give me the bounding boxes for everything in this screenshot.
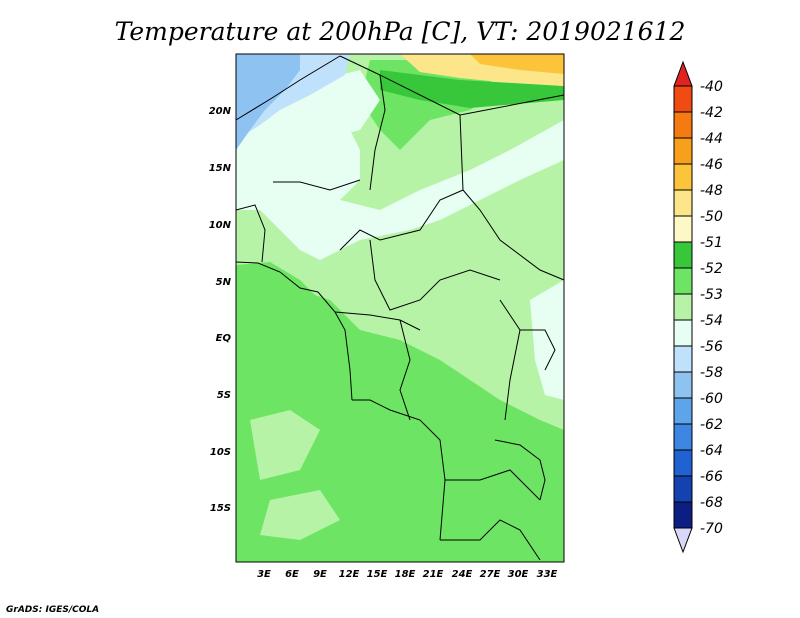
lon-label: 15E — [367, 569, 388, 580]
colorbar-label: -68 — [700, 495, 723, 511]
colorbar-label: -58 — [700, 365, 723, 381]
colorbar-swatch — [673, 137, 693, 165]
colorbar-label: -64 — [700, 443, 723, 459]
colorbar-label: -66 — [700, 469, 723, 485]
lat-label: 15N — [209, 163, 232, 174]
colorbar-label: -44 — [700, 131, 723, 147]
lon-label: 30E — [508, 569, 529, 580]
colorbar-swatch — [673, 501, 693, 529]
temperature-band-minus-54-patch-1 — [250, 410, 320, 480]
colorbar-swatch — [673, 423, 693, 451]
latitude-axis: 20N 15N 10N 5N EQ 5S 10S 15S — [209, 106, 232, 514]
lon-label: 12E — [339, 569, 360, 580]
colorbar-swatch — [673, 189, 693, 217]
colorbar-label: -56 — [700, 339, 723, 355]
colorbar-swatch — [673, 319, 693, 347]
colorbar-swatch — [673, 215, 693, 243]
temperature-band-minus-56-diagonal — [236, 110, 564, 260]
colorbar-swatch — [673, 371, 693, 399]
map-frame — [235, 53, 565, 563]
colorbar-swatch — [673, 267, 693, 295]
colorbar-swatch — [673, 449, 693, 477]
colorbar-swatch — [673, 397, 693, 425]
lat-label: 15S — [210, 503, 231, 514]
colorbar-label: -42 — [700, 105, 723, 121]
colorbar-label: -53 — [700, 287, 723, 303]
lon-label: 6E — [285, 569, 299, 580]
colorbar-label: -40 — [700, 79, 723, 95]
colorbar-swatch — [673, 241, 693, 269]
colorbar-swatch — [673, 163, 693, 191]
country-borders — [235, 55, 565, 561]
lat-label: 10N — [209, 220, 232, 231]
lon-label: 33E — [537, 569, 558, 580]
colorbar: -40 -42 -44 -46 -48 -50 -51 -52 -53 -54 -56 -58 -60 -… — [673, 60, 723, 554]
lat-label: EQ — [216, 333, 232, 344]
lat-label: 5S — [217, 390, 231, 401]
colorbar-label: -52 — [700, 261, 723, 277]
temperature-band-minus-60-northwest — [236, 54, 300, 150]
map-title: Temperature at 200hPa [C], VT: 201902161… — [115, 17, 686, 46]
colorbar-top-arrow — [673, 60, 693, 87]
map-panel — [235, 53, 565, 563]
temperature-band-minus-48-northeast — [470, 54, 564, 74]
colorbar-label: -60 — [700, 391, 723, 407]
colorbar-swatch — [673, 85, 693, 113]
colorbar-swatch — [673, 111, 693, 139]
lon-label: 3E — [257, 569, 271, 580]
temperature-band-minus-54-patch-2 — [420, 290, 510, 360]
lat-label: 20N — [209, 106, 232, 117]
colorbar-bottom-arrow — [673, 527, 693, 554]
colorbar-label: -46 — [700, 157, 723, 173]
colorbar-label: -62 — [700, 417, 723, 433]
temperature-band-minus-56-east — [530, 280, 564, 400]
lon-label: 18E — [395, 569, 416, 580]
colorbar-swatch — [673, 475, 693, 503]
colorbar-label: -51 — [700, 235, 723, 251]
colorbar-label: -70 — [700, 521, 723, 537]
temperature-band-minus-56-north — [236, 70, 380, 170]
colorbar-label: -50 — [700, 209, 723, 225]
lon-label: 9E — [313, 569, 327, 580]
credit-text: GrADS: IGES/COLA — [6, 605, 99, 615]
colorbar-swatch — [673, 293, 693, 321]
lat-label: 10S — [210, 447, 231, 458]
lon-label: 21E — [423, 569, 444, 580]
lon-label: 24E — [452, 569, 473, 580]
longitude-axis: 3E 6E 9E 12E 15E 18E 21E 24E 27E 30E 33E — [257, 569, 557, 580]
colorbar-label: -48 — [700, 183, 723, 199]
colorbar-label: -54 — [700, 313, 723, 329]
colorbar-swatch — [673, 345, 693, 373]
lat-label: 5N — [216, 277, 232, 288]
temperature-band-minus-54-patch-3 — [260, 490, 340, 540]
lon-label: 27E — [480, 569, 501, 580]
